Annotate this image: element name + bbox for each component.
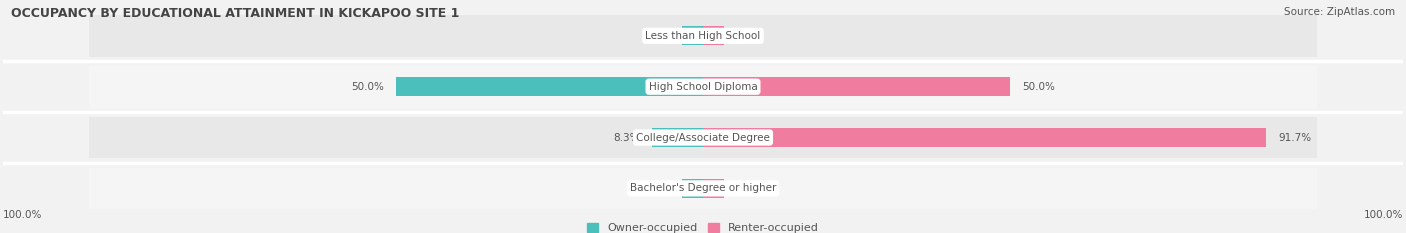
Bar <box>89 66 1317 107</box>
Bar <box>89 15 1317 57</box>
Text: 91.7%: 91.7% <box>1278 133 1312 143</box>
Text: 100.0%: 100.0% <box>1364 210 1403 220</box>
Text: 0.0%: 0.0% <box>643 183 669 193</box>
Bar <box>89 168 1317 209</box>
Text: 0.0%: 0.0% <box>643 31 669 41</box>
Bar <box>396 77 703 96</box>
Bar <box>89 117 1317 158</box>
Text: Bachelor's Degree or higher: Bachelor's Degree or higher <box>630 183 776 193</box>
Text: High School Diploma: High School Diploma <box>648 82 758 92</box>
Text: 8.3%: 8.3% <box>613 133 640 143</box>
Text: OCCUPANCY BY EDUCATIONAL ATTAINMENT IN KICKAPOO SITE 1: OCCUPANCY BY EDUCATIONAL ATTAINMENT IN K… <box>11 7 460 20</box>
Text: 100.0%: 100.0% <box>3 210 42 220</box>
Text: 0.0%: 0.0% <box>737 183 763 193</box>
Bar <box>703 179 724 198</box>
Text: 50.0%: 50.0% <box>1022 82 1056 92</box>
Legend: Owner-occupied, Renter-occupied: Owner-occupied, Renter-occupied <box>586 223 820 233</box>
Bar <box>703 26 724 45</box>
Bar <box>682 26 703 45</box>
Text: Source: ZipAtlas.com: Source: ZipAtlas.com <box>1284 7 1395 17</box>
Text: College/Associate Degree: College/Associate Degree <box>636 133 770 143</box>
Bar <box>703 77 1010 96</box>
Text: Less than High School: Less than High School <box>645 31 761 41</box>
Bar <box>703 128 1267 147</box>
Text: 0.0%: 0.0% <box>737 31 763 41</box>
Bar <box>652 128 703 147</box>
Text: 50.0%: 50.0% <box>350 82 384 92</box>
Bar <box>682 179 703 198</box>
